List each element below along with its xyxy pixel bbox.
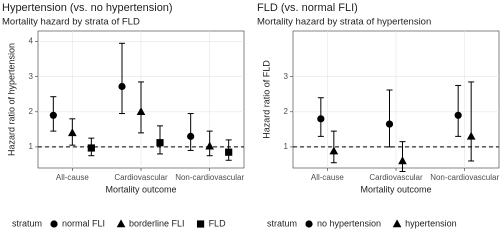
point <box>136 107 146 116</box>
y-axis-label: Hazard ratio of FLD <box>261 60 271 139</box>
x-tick-label: All-cause <box>56 173 89 182</box>
x-axis-label: Mortality outcome <box>105 184 176 194</box>
y-tick-label: 3 <box>284 72 289 81</box>
x-tick-label: Non-cardiovascular <box>175 173 244 182</box>
x-tick-label: Cardiovascular <box>369 173 423 182</box>
point <box>87 144 95 152</box>
legend-symbol <box>50 220 58 228</box>
point <box>398 156 407 165</box>
legend-title: stratum <box>12 218 42 228</box>
y-axis-label: Hazard ratio of hypertension <box>6 43 16 156</box>
point <box>466 131 476 140</box>
legend-label: hypertension <box>405 218 457 228</box>
x-tick-label: Non-cardiovascular <box>430 173 499 182</box>
legend-label: normal FLI <box>62 218 105 228</box>
legend-label: no hypertension <box>317 218 381 228</box>
point <box>49 111 57 119</box>
x-axis-label: Mortality outcome <box>360 184 431 194</box>
point <box>68 128 77 137</box>
y-tick-label: 1 <box>284 142 289 151</box>
legend-title: stratum <box>267 218 297 228</box>
chart-subtitle: Mortality hazard by strata of hypertensi… <box>257 17 431 28</box>
point <box>187 132 195 140</box>
point <box>385 120 394 128</box>
legend-symbol <box>392 219 402 228</box>
legend-symbol <box>196 220 205 228</box>
y-tick-label: 2 <box>284 107 289 116</box>
y-tick-label: 2 <box>29 107 34 116</box>
legend-label: FLD <box>209 218 227 228</box>
legend-label: borderline FLI <box>129 218 185 228</box>
y-tick-label: 4 <box>29 37 34 46</box>
y-tick-label: 3 <box>29 72 34 81</box>
x-tick-label: Cardiovascular <box>114 173 168 182</box>
point <box>156 139 164 147</box>
legend-symbol <box>116 219 126 228</box>
chart-title: Hypertension (vs. no hypertension) <box>2 2 173 14</box>
point <box>225 148 233 156</box>
point <box>118 82 126 91</box>
point <box>454 111 462 119</box>
legend-symbol <box>305 220 313 228</box>
point <box>205 141 214 150</box>
chart-title: FLD (vs. normal FLI) <box>257 2 358 14</box>
point <box>317 115 325 123</box>
chart-subtitle: Mortality hazard by strata of FLD <box>2 17 140 28</box>
point <box>329 146 339 155</box>
x-tick-label: All-cause <box>311 173 344 182</box>
y-tick-label: 1 <box>29 142 34 151</box>
